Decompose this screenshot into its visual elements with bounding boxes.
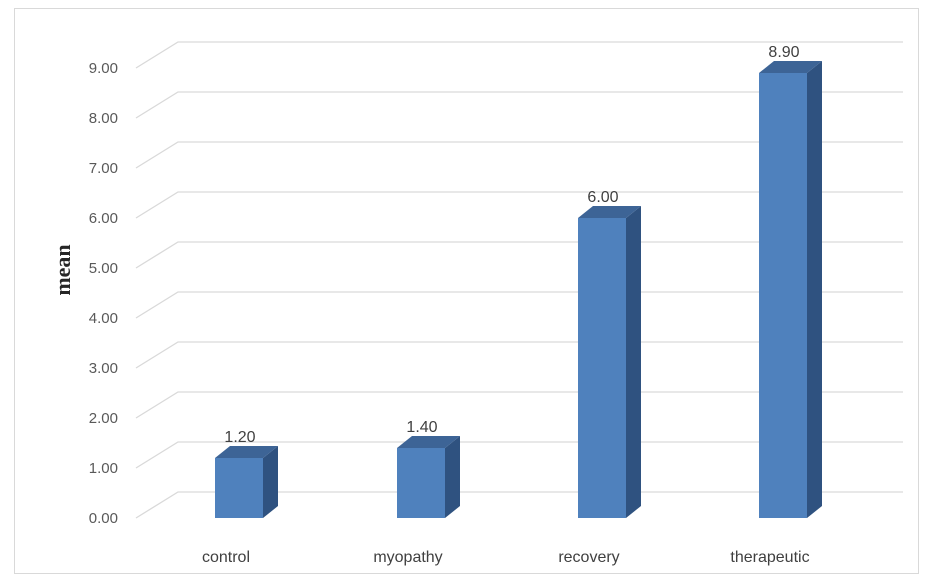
y-tick-label: 6.00 <box>89 210 118 227</box>
bars <box>215 61 822 518</box>
gridlines <box>135 41 903 519</box>
gridline <box>135 391 903 419</box>
data-labels: 1.20 1.40 6.00 8.90 <box>224 44 799 446</box>
y-axis-title: mean <box>50 244 75 295</box>
bar-top <box>578 206 641 218</box>
bar-control <box>215 458 263 518</box>
gridline <box>135 241 903 269</box>
bar-myopathy <box>397 448 445 518</box>
bar-recovery <box>578 218 626 518</box>
y-tick-label: 9.00 <box>89 60 118 77</box>
y-tick-label: 8.00 <box>89 110 118 127</box>
bar-side <box>626 206 641 518</box>
gridline <box>135 91 903 119</box>
bar-top <box>215 446 278 458</box>
gridline <box>135 441 903 469</box>
gridline <box>135 41 903 69</box>
gridline <box>135 491 903 519</box>
data-label: 1.40 <box>406 419 437 436</box>
data-label: 1.20 <box>224 429 255 446</box>
bar-side <box>263 446 278 518</box>
y-tick-label: 5.00 <box>89 260 118 277</box>
x-axis-categories: control myopathy recovery therapeutic <box>202 549 810 566</box>
y-tick-label: 1.00 <box>89 460 118 477</box>
x-category-label: recovery <box>558 549 619 566</box>
y-tick-label: 4.00 <box>89 310 118 327</box>
x-category-label: therapeutic <box>730 549 809 566</box>
bar-side <box>445 436 460 518</box>
data-label: 6.00 <box>587 189 618 206</box>
y-axis-ticks: 0.00 1.00 2.00 3.00 4.00 5.00 6.00 7.00 8.00 9.00 <box>89 60 118 527</box>
y-tick-label: 2.00 <box>89 410 118 427</box>
bar-therapeutic <box>759 73 807 518</box>
data-label: 8.90 <box>768 44 799 61</box>
x-category-label: myopathy <box>373 549 442 566</box>
bar-side <box>807 61 822 518</box>
gridline <box>135 341 903 369</box>
gridline <box>135 141 903 169</box>
gridline <box>135 191 903 219</box>
bar-top <box>759 61 822 73</box>
bar-top <box>397 436 460 448</box>
y-tick-label: 7.00 <box>89 160 118 177</box>
gridline <box>135 291 903 319</box>
x-category-label: control <box>202 549 250 566</box>
y-tick-label: 3.00 <box>89 360 118 377</box>
y-tick-label: 0.00 <box>89 510 118 527</box>
